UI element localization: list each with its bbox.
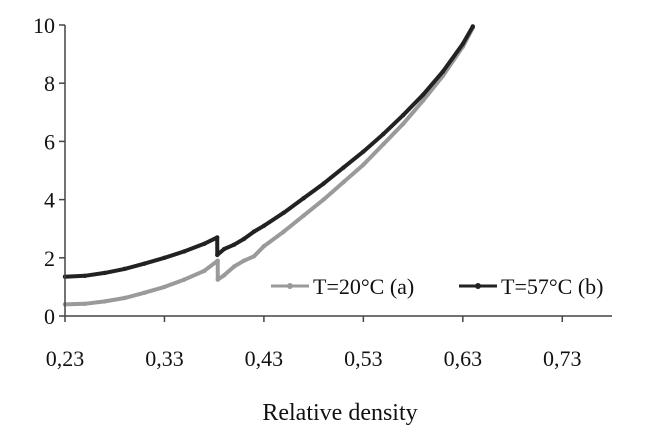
data-point-series-1 — [215, 258, 220, 263]
legend: T=20°C (a) T=57°C (b) — [265, 268, 649, 302]
data-point-series-2 — [321, 181, 326, 186]
data-point-series-2 — [182, 249, 187, 254]
y-tick-label: 2 — [44, 246, 55, 271]
x-tick-label: 0,43 — [245, 346, 284, 371]
y-tick-label: 0 — [44, 304, 55, 329]
x-axis-ticks: 0,23 0,33 0,43 0,53 0,63 0,73 — [46, 316, 582, 371]
data-point-series-1 — [82, 301, 88, 306]
data-point-series-1 — [215, 277, 220, 282]
x-tick-label: 0,23 — [46, 346, 85, 371]
data-point-series-1 — [420, 98, 426, 103]
series-layer — [62, 24, 475, 307]
data-point-series-2 — [470, 24, 475, 29]
data-point-series-1 — [221, 273, 227, 278]
data-point-series-2 — [381, 131, 386, 137]
x-axis-title: Relative density — [262, 400, 417, 426]
data-point-series-1 — [251, 254, 257, 259]
data-point-series-2 — [440, 69, 446, 74]
data-point-series-1 — [381, 142, 386, 147]
y-tick-label: 4 — [44, 188, 55, 213]
data-point-series-2 — [122, 266, 127, 272]
data-point-series-2 — [231, 242, 237, 247]
data-point-series-1 — [341, 179, 346, 185]
data-point-series-1 — [202, 268, 207, 274]
data-point-series-2 — [420, 92, 426, 98]
legend-marker-series-2 — [475, 283, 481, 289]
data-point-series-2 — [281, 210, 286, 215]
legend-label-series-1: T=20°C (a) — [313, 274, 414, 299]
legend-marker-series-1 — [287, 283, 293, 289]
data-point-series-1 — [231, 264, 237, 269]
y-tick-label: 10 — [33, 13, 55, 38]
data-point-series-1 — [162, 284, 167, 290]
y-tick-label: 8 — [44, 71, 55, 96]
data-point-series-1 — [122, 295, 127, 301]
data-point-series-2 — [142, 261, 147, 266]
data-point-series-1 — [142, 290, 147, 295]
data-point-series-1 — [400, 121, 406, 127]
data-point-series-2 — [102, 270, 107, 276]
x-tick-label: 0,53 — [344, 346, 383, 371]
data-point-series-2 — [341, 165, 346, 170]
x-tick-label: 0,63 — [444, 346, 483, 371]
data-point-series-2 — [214, 235, 220, 240]
data-point-series-2 — [460, 41, 466, 47]
data-point-series-1 — [281, 229, 286, 234]
x-tick-label: 0,73 — [543, 346, 582, 371]
series-line-1 — [63, 25, 475, 307]
data-point-series-2 — [162, 255, 167, 260]
data-point-series-2 — [82, 273, 88, 279]
data-point-series-2 — [215, 252, 220, 258]
data-point-series-1 — [321, 197, 326, 202]
data-point-series-2 — [301, 195, 306, 201]
data-point-series-2 — [251, 229, 257, 234]
data-point-series-2 — [361, 149, 366, 154]
data-point-series-1 — [261, 243, 267, 249]
y-tick-label: 6 — [44, 129, 55, 154]
data-point-series-2 — [221, 246, 227, 252]
data-point-series-1 — [182, 277, 187, 282]
series-line-2 — [63, 24, 475, 279]
y-axis-ticks: 0 2 4 6 8 10 — [33, 13, 65, 329]
data-point-series-2 — [241, 236, 247, 242]
data-point-series-2 — [261, 223, 267, 228]
legend-background — [265, 268, 649, 302]
x-tick-label: 0,33 — [145, 346, 184, 371]
legend-label-series-2: T=57°C (b) — [501, 274, 603, 299]
data-point-series-1 — [241, 258, 247, 263]
data-point-series-1 — [301, 213, 306, 218]
data-point-series-1 — [361, 162, 366, 167]
data-point-series-1 — [102, 299, 107, 304]
data-point-series-2 — [202, 241, 207, 247]
data-point-series-2 — [400, 113, 406, 118]
